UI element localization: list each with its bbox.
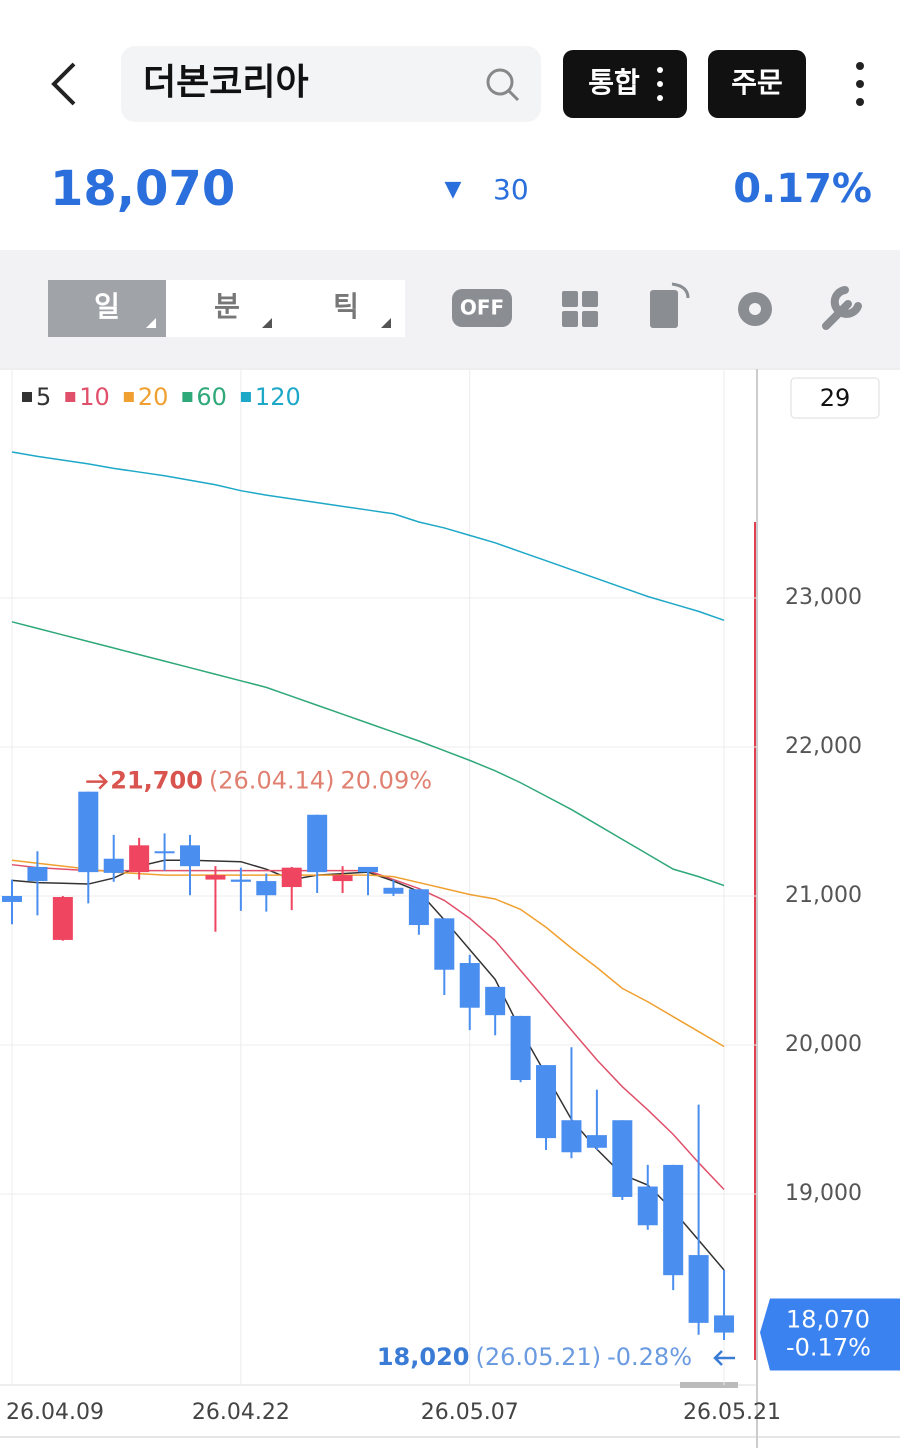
toggle-label: OFF xyxy=(460,296,504,320)
min-marker-text: 18,020 xyxy=(377,1343,470,1371)
y-tick-label: 20,000 xyxy=(785,1032,862,1057)
candle-body xyxy=(332,875,353,882)
legend-swatch xyxy=(22,392,32,402)
period-box[interactable] xyxy=(790,377,880,419)
marker-arrow xyxy=(86,773,109,790)
legend-swatch xyxy=(65,392,76,402)
price-tag-change: -0.17% xyxy=(786,1334,871,1362)
back-button[interactable] xyxy=(51,62,76,106)
x-tick-label: 26.05.07 xyxy=(421,1400,519,1425)
candle-body xyxy=(205,875,226,880)
candle-body xyxy=(78,791,99,873)
candle-body xyxy=(688,1255,709,1323)
legend-label: 10 xyxy=(79,383,110,411)
candle-body xyxy=(637,1186,658,1226)
change-rate: 0.17% xyxy=(733,166,872,212)
candle-body xyxy=(459,963,480,1008)
integrated-label: 통합 xyxy=(588,66,640,99)
y-tick-label: 23,000 xyxy=(785,585,862,610)
settings-hole xyxy=(749,303,761,315)
candle-body xyxy=(256,881,277,896)
min-marker-text: -0.28% xyxy=(607,1343,692,1371)
rotate-arrow xyxy=(671,282,690,299)
candle-body xyxy=(536,1065,557,1139)
layout-icon[interactable] xyxy=(562,291,598,327)
x-tick-label: 26.04.09 xyxy=(6,1400,104,1425)
legend-label: 20 xyxy=(138,383,169,411)
candle-body xyxy=(408,889,429,926)
candle-body xyxy=(281,867,302,888)
y-tick-label: 21,000 xyxy=(785,883,862,908)
price-tag xyxy=(760,1298,900,1371)
y-tick-label: 22,000 xyxy=(785,734,862,759)
tab-caret xyxy=(381,318,391,328)
x-tick-label: 26.05.21 xyxy=(683,1400,781,1425)
moving-average xyxy=(11,451,725,622)
candle-body xyxy=(434,918,455,970)
max-marker-text: 20.09% xyxy=(341,767,433,795)
candle-body xyxy=(485,986,506,1016)
candle-body xyxy=(586,1135,607,1148)
candle-body xyxy=(612,1120,633,1197)
dot xyxy=(657,95,663,101)
scrollbar[interactable] xyxy=(680,1382,738,1388)
legend-label: 5 xyxy=(36,383,51,411)
candle-body xyxy=(510,1015,531,1080)
search-icon[interactable] xyxy=(486,68,514,96)
more-menu[interactable] xyxy=(856,62,864,106)
candle-body xyxy=(230,879,251,882)
y-tick-label: 19,000 xyxy=(785,1181,862,1206)
legend-swatch xyxy=(182,392,193,402)
legend-swatch xyxy=(240,392,251,402)
candle-body xyxy=(383,887,404,894)
min-marker-text: (26.05.21) xyxy=(475,1343,601,1371)
tab-minute[interactable]: 분 xyxy=(214,290,240,323)
candle-body xyxy=(103,858,124,873)
change-arrow: ▼ xyxy=(445,177,462,202)
marker-arrow xyxy=(713,1350,735,1366)
dot xyxy=(657,81,663,87)
moving-average xyxy=(11,621,725,887)
max-marker-text: 21,700 xyxy=(110,767,203,795)
candle-body xyxy=(561,1120,582,1153)
candle-body xyxy=(52,897,73,940)
tool-icon[interactable] xyxy=(822,286,862,330)
change: 30 xyxy=(493,173,529,206)
candle-body xyxy=(663,1164,684,1276)
candle-body xyxy=(154,851,175,854)
search-icon-handle xyxy=(507,89,520,102)
legend-label: 120 xyxy=(255,383,301,411)
candle-body xyxy=(180,845,201,867)
dot xyxy=(657,67,663,73)
order-button[interactable] xyxy=(708,50,806,118)
candle-body xyxy=(2,895,22,902)
legend-swatch xyxy=(123,392,134,402)
tab-day[interactable]: 일 xyxy=(94,290,120,323)
stock-name: 더본코리아 xyxy=(143,62,309,103)
candle-body xyxy=(129,845,150,873)
search-box[interactable] xyxy=(121,46,541,122)
candle-body xyxy=(27,866,48,882)
candle-body xyxy=(307,814,328,873)
price: 18,070 xyxy=(50,161,235,217)
price-tag-value: 18,070 xyxy=(786,1306,870,1334)
max-marker-text: (26.04.14) xyxy=(209,767,335,795)
tab-selected[interactable] xyxy=(48,280,166,337)
rotate-icon[interactable] xyxy=(650,290,678,328)
legend-label: 60 xyxy=(196,383,227,411)
tab-caret xyxy=(146,318,156,328)
x-tick-label: 26.04.22 xyxy=(192,1400,290,1425)
candle-body xyxy=(714,1315,735,1333)
order-label: 주문 xyxy=(731,66,783,99)
tab-caret xyxy=(262,318,272,328)
candle-body xyxy=(358,866,379,873)
integrated-button[interactable] xyxy=(563,50,687,118)
period-value: 29 xyxy=(820,384,851,412)
toggle[interactable] xyxy=(452,289,512,327)
tab-tick[interactable]: 틱 xyxy=(333,290,359,323)
